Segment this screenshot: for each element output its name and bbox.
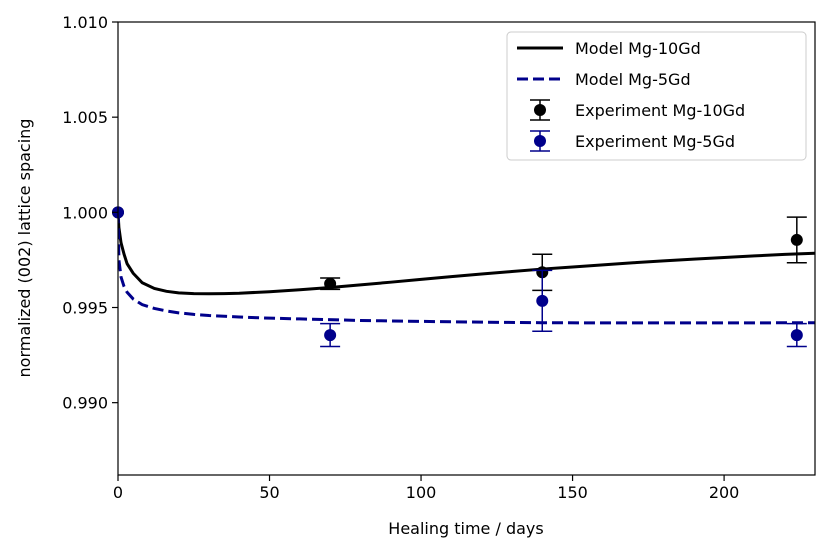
y-tick-label: 1.000: [62, 203, 108, 222]
legend-label: Experiment Mg-10Gd: [575, 101, 745, 120]
data-point: [790, 233, 803, 246]
x-tick-label: 0: [113, 483, 123, 502]
x-tick-label: 150: [557, 483, 588, 502]
y-axis: 0.990 0.995 1.000 1.005 1.010: [62, 13, 118, 413]
x-tick-label: 200: [709, 483, 740, 502]
y-tick-label: 0.995: [62, 299, 108, 318]
legend-label: Model Mg-10Gd: [575, 39, 701, 58]
legend-label: Model Mg-5Gd: [575, 70, 691, 89]
y-tick-label: 1.005: [62, 108, 108, 127]
plot-area: [112, 206, 815, 348]
y-tick-label: 1.010: [62, 13, 108, 32]
x-tick-label: 100: [406, 483, 437, 502]
y-axis-label: normalized (002) lattice spacing: [15, 119, 34, 378]
legend: Model Mg-10Gd Model Mg-5Gd Experiment Mg-1…: [506, 31, 807, 161]
series-line-1: [118, 212, 815, 325]
data-point: [790, 329, 803, 342]
legend-box: [506, 31, 807, 161]
x-tick-label: 50: [259, 483, 279, 502]
legend-label: Experiment Mg-5Gd: [575, 132, 735, 151]
x-axis-label: Healing time / days: [388, 519, 543, 538]
plot-frame: [117, 21, 816, 476]
y-tick-label: 0.990: [62, 394, 108, 413]
data-point: [324, 277, 337, 290]
legend-marker: [534, 135, 546, 147]
x-axis: 0 50 100 150 200: [113, 475, 739, 502]
legend-marker: [534, 104, 546, 116]
data-point: [324, 329, 337, 342]
data-point: [536, 294, 549, 307]
errorbar-series-3: [112, 206, 807, 348]
